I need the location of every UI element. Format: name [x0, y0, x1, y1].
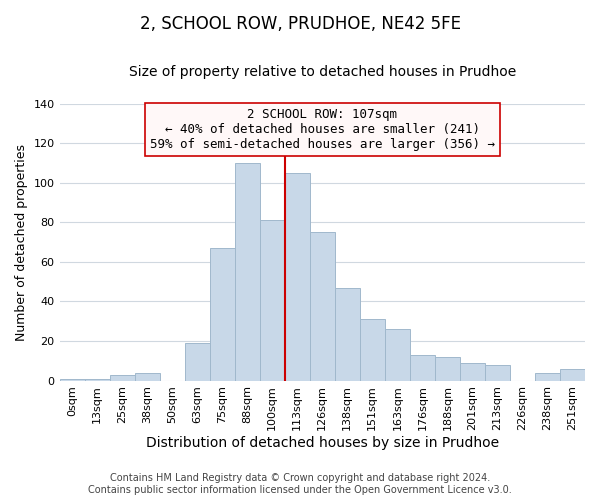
Text: 2 SCHOOL ROW: 107sqm
← 40% of detached houses are smaller (241)
59% of semi-deta: 2 SCHOOL ROW: 107sqm ← 40% of detached h… [150, 108, 495, 151]
Text: Contains HM Land Registry data © Crown copyright and database right 2024.
Contai: Contains HM Land Registry data © Crown c… [88, 474, 512, 495]
Bar [185, 343, 209, 380]
Bar [460, 363, 485, 380]
Bar [435, 357, 460, 380]
Bar [59, 378, 85, 380]
Bar [310, 232, 335, 380]
Bar [285, 173, 310, 380]
Bar [209, 248, 235, 380]
Bar [110, 374, 134, 380]
Y-axis label: Number of detached properties: Number of detached properties [15, 144, 28, 340]
Bar [410, 355, 435, 380]
Bar [360, 320, 385, 380]
Text: 2, SCHOOL ROW, PRUDHOE, NE42 5FE: 2, SCHOOL ROW, PRUDHOE, NE42 5FE [139, 15, 461, 33]
Bar [560, 368, 585, 380]
Bar [85, 378, 110, 380]
Bar [385, 329, 410, 380]
Bar [535, 372, 560, 380]
Bar [235, 163, 260, 380]
Bar [134, 372, 160, 380]
Title: Size of property relative to detached houses in Prudhoe: Size of property relative to detached ho… [128, 65, 516, 79]
Bar [335, 288, 360, 380]
Bar [260, 220, 285, 380]
Bar [485, 365, 510, 380]
X-axis label: Distribution of detached houses by size in Prudhoe: Distribution of detached houses by size … [146, 436, 499, 450]
